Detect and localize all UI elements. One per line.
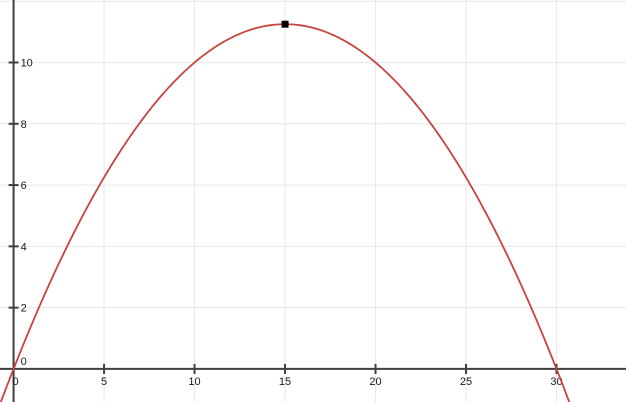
x-tick-label: 20: [369, 376, 381, 388]
y-tick-label: 0: [21, 356, 27, 368]
y-tick-label: 10: [21, 58, 33, 70]
function-curve[interactable]: [0, 23, 624, 402]
y-tick-label: 8: [21, 119, 27, 131]
axis-ticks: [8, 61, 558, 374]
vertex-point[interactable]: [281, 20, 289, 28]
y-tick-label: 4: [21, 241, 27, 253]
x-tick-label: 10: [188, 376, 200, 388]
x-tick-label: 15: [279, 376, 291, 388]
y-tick-label: 2: [21, 303, 27, 315]
x-tick-label: 5: [101, 376, 107, 388]
x-tick-label: 0: [13, 376, 19, 388]
y-tick-label: 6: [21, 180, 27, 192]
x-tick-label: 25: [460, 376, 472, 388]
